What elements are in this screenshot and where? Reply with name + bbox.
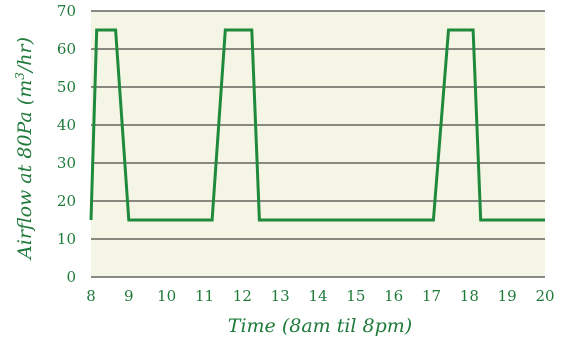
x-tick-label: 16 <box>384 287 403 305</box>
y-tick-label: 70 <box>57 2 76 20</box>
x-tick-label: 18 <box>460 287 479 305</box>
y-tick-label: 20 <box>57 192 76 210</box>
y-tick-label: 30 <box>57 154 76 172</box>
x-axis-title: Time (8am til 8pm) <box>228 315 412 337</box>
x-tick-label: 13 <box>271 287 290 305</box>
x-tick-label: 11 <box>195 287 214 305</box>
x-tick-label: 14 <box>308 287 327 305</box>
plot-area <box>91 11 545 277</box>
y-tick-label: 10 <box>57 230 76 248</box>
x-tick-label: 8 <box>86 287 96 305</box>
y-tick-label: 50 <box>57 78 76 96</box>
x-tick-label: 10 <box>157 287 176 305</box>
x-tick-label: 12 <box>233 287 252 305</box>
y-tick-label: 40 <box>57 116 76 134</box>
x-tick-label: 17 <box>422 287 441 305</box>
x-tick-label: 19 <box>498 287 517 305</box>
x-tick-label: 20 <box>535 287 554 305</box>
x-tick-label: 15 <box>346 287 365 305</box>
y-tick-labels: 0 10 20 30 40 50 60 70 <box>57 2 76 286</box>
y-tick-label: 60 <box>57 40 76 58</box>
x-tick-label: 9 <box>124 287 134 305</box>
gridlines <box>91 10 545 278</box>
y-axis-title: Airflow at 80Pa (m3/hr) <box>13 37 36 261</box>
y-tick-label: 0 <box>66 268 76 286</box>
x-tick-labels: 8 9 10 11 12 13 14 15 16 17 18 19 20 <box>86 287 554 305</box>
airflow-series-line <box>89 28 545 222</box>
